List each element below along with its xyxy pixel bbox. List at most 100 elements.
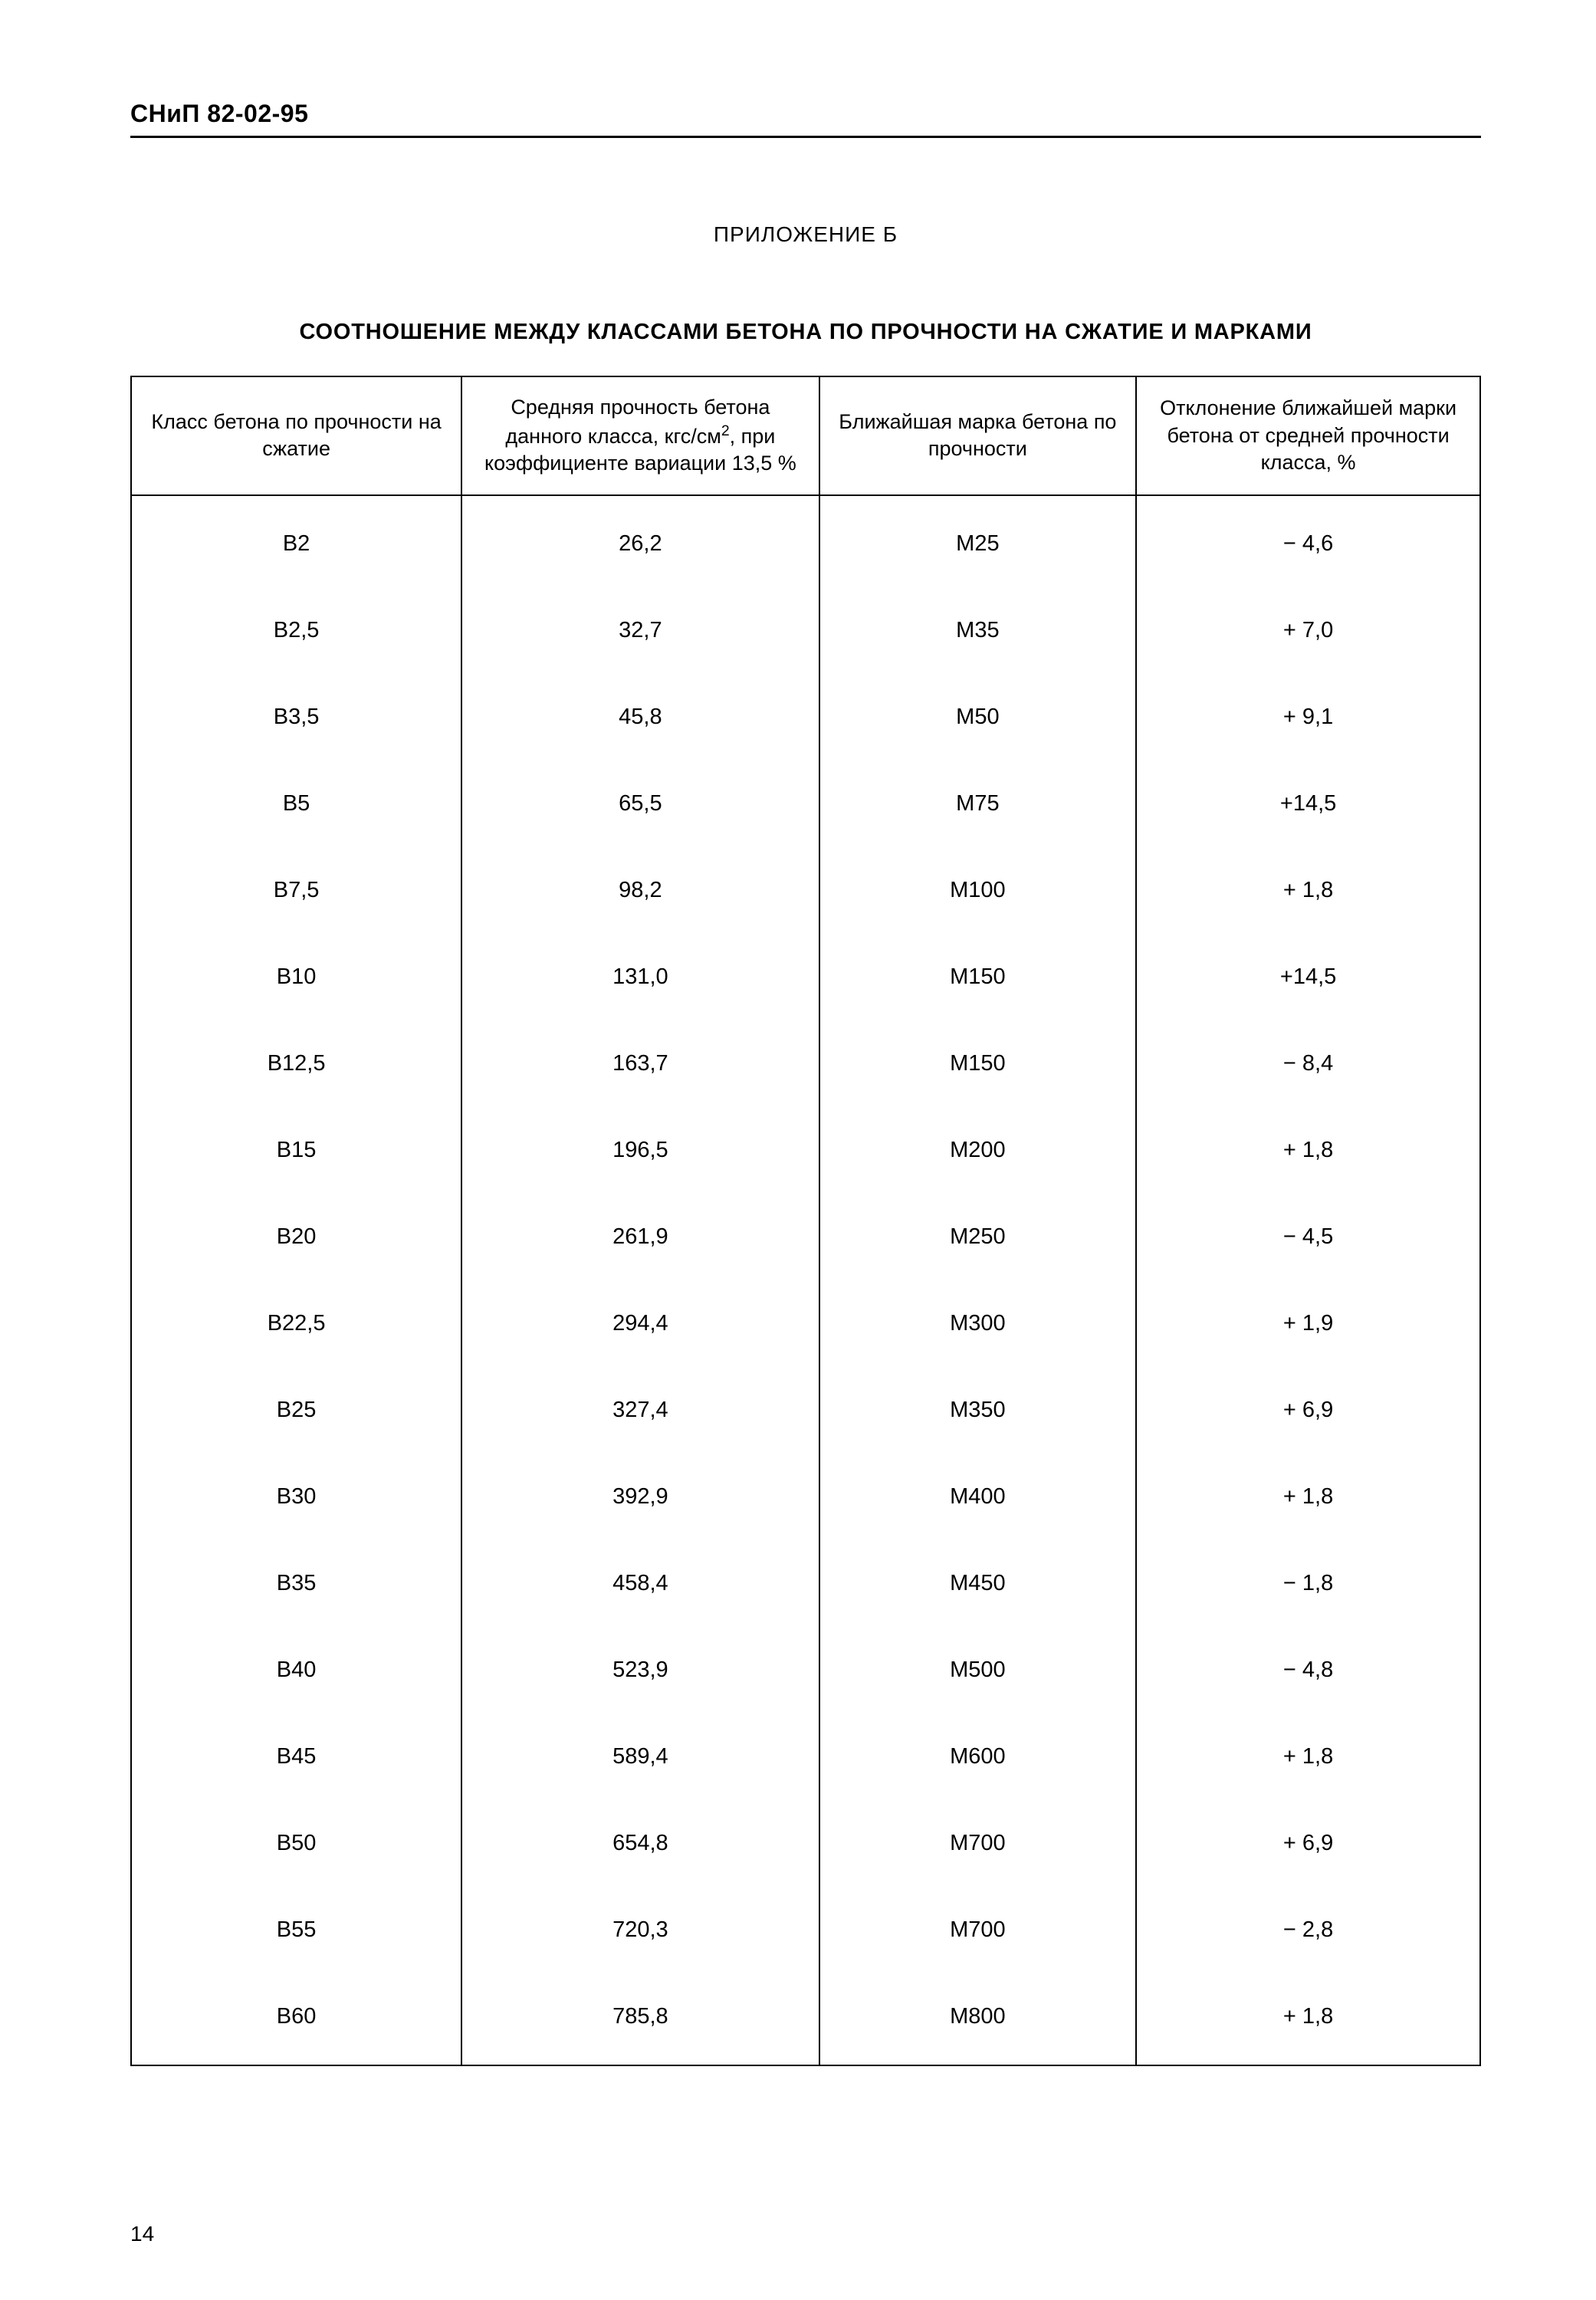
cell-mark: M700	[819, 1887, 1137, 1973]
table-row: B10131,0M150+14,5	[131, 934, 1480, 1020]
cell-class: B20	[131, 1194, 461, 1280]
cell-mark: M350	[819, 1367, 1137, 1454]
col-header-strength: Средняя прочность бетона данного класса,…	[461, 376, 819, 495]
cell-strength: 32,7	[461, 587, 819, 674]
table-body: B226,2M25− 4,6B2,532,7M35+ 7,0B3,545,8M5…	[131, 495, 1480, 2065]
cell-mark: M75	[819, 761, 1137, 847]
cell-mark: M400	[819, 1454, 1137, 1540]
cell-class: B35	[131, 1540, 461, 1627]
table-row: B30392,9M400+ 1,8	[131, 1454, 1480, 1540]
table-row: B25327,4M350+ 6,9	[131, 1367, 1480, 1454]
concrete-class-table: Класс бетона по прочности на сжатие Сред…	[130, 376, 1481, 2066]
cell-deviation: − 1,8	[1136, 1540, 1480, 1627]
cell-mark: M500	[819, 1627, 1137, 1714]
table-row: B3,545,8M50+ 9,1	[131, 674, 1480, 761]
cell-class: B40	[131, 1627, 461, 1714]
table-row: B50654,8M700+ 6,9	[131, 1800, 1480, 1887]
cell-mark: M150	[819, 1020, 1137, 1107]
cell-deviation: + 9,1	[1136, 674, 1480, 761]
table-row: B45589,4M600+ 1,8	[131, 1714, 1480, 1800]
col-header-class: Класс бетона по прочности на сжатие	[131, 376, 461, 495]
col-header-deviation: Отклонение ближайшей марки бетона от сре…	[1136, 376, 1480, 495]
cell-deviation: + 1,8	[1136, 1454, 1480, 1540]
cell-strength: 45,8	[461, 674, 819, 761]
table-row: B226,2M25− 4,6	[131, 495, 1480, 587]
cell-mark: M300	[819, 1280, 1137, 1367]
cell-mark: M35	[819, 587, 1137, 674]
cell-class: B22,5	[131, 1280, 461, 1367]
cell-class: B2,5	[131, 587, 461, 674]
cell-deviation: +14,5	[1136, 934, 1480, 1020]
cell-deviation: − 4,8	[1136, 1627, 1480, 1714]
cell-strength: 294,4	[461, 1280, 819, 1367]
cell-strength: 163,7	[461, 1020, 819, 1107]
cell-strength: 98,2	[461, 847, 819, 934]
table-row: B12,5163,7M150− 8,4	[131, 1020, 1480, 1107]
cell-strength: 196,5	[461, 1107, 819, 1194]
table-title: СООТНОШЕНИЕ МЕЖДУ КЛАССАМИ БЕТОНА ПО ПРО…	[130, 320, 1481, 345]
cell-mark: M600	[819, 1714, 1137, 1800]
cell-strength: 458,4	[461, 1540, 819, 1627]
cell-strength: 327,4	[461, 1367, 819, 1454]
cell-mark: M150	[819, 934, 1137, 1020]
table-row: B7,598,2M100+ 1,8	[131, 847, 1480, 934]
table-row: B20261,9M250− 4,5	[131, 1194, 1480, 1280]
cell-strength: 131,0	[461, 934, 819, 1020]
cell-class: B7,5	[131, 847, 461, 934]
cell-deviation: + 1,8	[1136, 847, 1480, 934]
cell-class: B30	[131, 1454, 461, 1540]
cell-strength: 654,8	[461, 1800, 819, 1887]
doc-code-text: СНиП 82-02-95	[130, 100, 308, 127]
cell-deviation: + 1,8	[1136, 1973, 1480, 2065]
cell-mark: M700	[819, 1800, 1137, 1887]
cell-strength: 720,3	[461, 1887, 819, 1973]
cell-class: B60	[131, 1973, 461, 2065]
cell-deviation: − 2,8	[1136, 1887, 1480, 1973]
cell-mark: M25	[819, 495, 1137, 587]
cell-class: B3,5	[131, 674, 461, 761]
cell-deviation: − 4,6	[1136, 495, 1480, 587]
cell-deviation: + 1,8	[1136, 1714, 1480, 1800]
cell-class: B15	[131, 1107, 461, 1194]
cell-class: B50	[131, 1800, 461, 1887]
cell-mark: M100	[819, 847, 1137, 934]
table-row: B40523,9M500− 4,8	[131, 1627, 1480, 1714]
table-row: B15196,5M200+ 1,8	[131, 1107, 1480, 1194]
cell-class: B45	[131, 1714, 461, 1800]
cell-strength: 392,9	[461, 1454, 819, 1540]
cell-class: B5	[131, 761, 461, 847]
appendix-label: ПРИЛОЖЕНИЕ Б	[130, 222, 1481, 247]
cell-deviation: − 8,4	[1136, 1020, 1480, 1107]
cell-strength: 523,9	[461, 1627, 819, 1714]
table-row: B2,532,7M35+ 7,0	[131, 587, 1480, 674]
cell-deviation: + 6,9	[1136, 1800, 1480, 1887]
cell-deviation: + 1,8	[1136, 1107, 1480, 1194]
table-row: B565,5M75+14,5	[131, 761, 1480, 847]
cell-class: B2	[131, 495, 461, 587]
cell-deviation: + 7,0	[1136, 587, 1480, 674]
cell-class: B55	[131, 1887, 461, 1973]
cell-mark: M450	[819, 1540, 1137, 1627]
cell-deviation: − 4,5	[1136, 1194, 1480, 1280]
cell-class: B10	[131, 934, 461, 1020]
table-header-row: Класс бетона по прочности на сжатие Сред…	[131, 376, 1480, 495]
table-row: B60785,8M800+ 1,8	[131, 1973, 1480, 2065]
table-row: B35458,4M450− 1,8	[131, 1540, 1480, 1627]
cell-strength: 65,5	[461, 761, 819, 847]
cell-strength: 261,9	[461, 1194, 819, 1280]
cell-mark: M50	[819, 674, 1137, 761]
cell-strength: 785,8	[461, 1973, 819, 2065]
cell-mark: M250	[819, 1194, 1137, 1280]
cell-class: B12,5	[131, 1020, 461, 1107]
table-row: B55720,3M700− 2,8	[131, 1887, 1480, 1973]
document-code-header: СНиП 82-02-95	[130, 100, 1481, 138]
table-row: B22,5294,4M300+ 1,9	[131, 1280, 1480, 1367]
cell-deviation: + 1,9	[1136, 1280, 1480, 1367]
cell-class: B25	[131, 1367, 461, 1454]
cell-strength: 589,4	[461, 1714, 819, 1800]
col-header-mark: Ближайшая марка бетона по прочности	[819, 376, 1137, 495]
page-number: 14	[130, 2222, 154, 2246]
cell-strength: 26,2	[461, 495, 819, 587]
cell-deviation: + 6,9	[1136, 1367, 1480, 1454]
col2-sup: 2	[721, 422, 730, 439]
